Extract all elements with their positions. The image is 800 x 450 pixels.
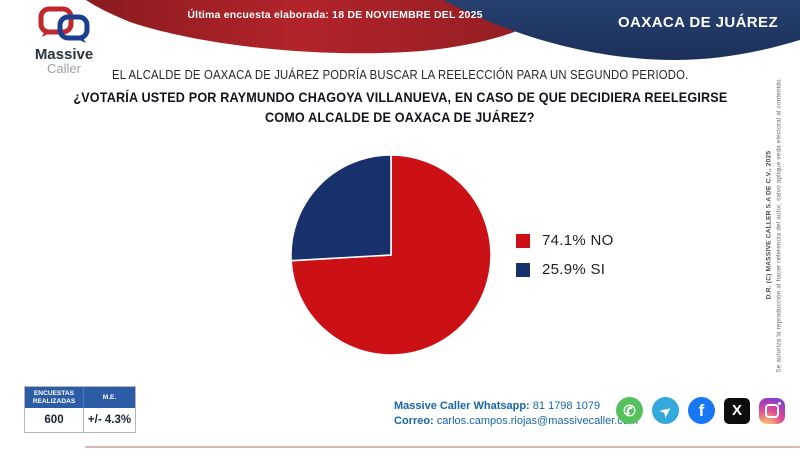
logo-text-caller: Caller — [47, 61, 81, 76]
sample-stats-table: ENCUESTAS REALIZADAS M.E. 600 +/- 4.3% — [24, 386, 136, 433]
x-twitter-icon[interactable]: X — [724, 397, 750, 424]
question-block: EL ALCALDE DE OAXACA DE JUÁREZ PODRÍA BU… — [0, 66, 800, 127]
pie-chart — [290, 154, 492, 356]
contact-whatsapp-line: Massive Caller Whatsapp: 81 1798 1079 — [394, 399, 638, 414]
legend-swatch-no — [516, 233, 530, 248]
copyright-disclaimer: Se autoriza la reproducción al hacer ref… — [775, 77, 783, 373]
red-swoosh-shape — [86, 0, 556, 54]
telegram-glyph: ➤ — [656, 401, 675, 421]
legend-label-si: 25.9% SI — [542, 261, 606, 278]
chart-legend: 74.1% NO 25.9% SI — [516, 232, 614, 278]
speech-bubbles-logo-icon — [38, 6, 90, 43]
contact-email-line: Correo: carlos.campos.riojas@massivecall… — [394, 414, 638, 429]
whatsapp-glyph: ✆ — [623, 402, 636, 420]
legend-item-no: 74.1% NO — [516, 232, 614, 249]
legend-item-si: 25.9% SI — [516, 261, 614, 278]
header-ribbon-graphic — [86, 0, 800, 60]
whatsapp-icon[interactable]: ✆ — [616, 397, 643, 424]
question-main-line1: ¿VOTARÍA USTED POR RAYMUNDO CHAGOYA VILL… — [72, 89, 728, 105]
question-main-line2: COMO ALCALDE DE OAXACA DE JUÁREZ? — [265, 109, 535, 125]
x-glyph: X — [731, 402, 742, 419]
telegram-icon[interactable]: ➤ — [652, 397, 679, 424]
stats-table-header-row: ENCUESTAS REALIZADAS M.E. — [25, 387, 135, 408]
copyright-line: D.R. (C) MASSIVE CALLER S.A DE C.V., 202… — [765, 150, 773, 300]
whatsapp-label: Massive Caller Whatsapp: — [394, 400, 530, 412]
bottom-accent-line — [85, 446, 800, 448]
legend-label-no: 74.1% NO — [542, 232, 614, 249]
email-address: carlos.campos.riojas@massivecaller.com — [436, 414, 639, 427]
legend-swatch-si — [516, 262, 530, 277]
social-icons-row: ✆ ➤ f X — [616, 397, 785, 424]
stats-header-me: M.E. — [83, 387, 135, 408]
facebook-icon[interactable]: f — [688, 397, 715, 424]
instagram-icon[interactable] — [759, 397, 785, 424]
whatsapp-number: 81 1798 1079 — [532, 400, 601, 412]
blue-region-shape — [443, 0, 800, 60]
pie-slice-si — [290, 154, 392, 262]
banner-date-text: Última encuesta elaborada: 18 DE NOVIEMB… — [187, 9, 483, 21]
contact-block: Massive Caller Whatsapp: 81 1798 1079 Co… — [394, 399, 638, 428]
region-title: OAXACA DE JUÁREZ — [617, 14, 779, 31]
stats-value-encuestas: 600 — [44, 414, 64, 426]
stats-table-value-row: 600 +/- 4.3% — [25, 408, 135, 432]
stats-value-me: +/- 4.3% — [83, 408, 135, 432]
massive-caller-logo: Massive Caller — [16, 6, 112, 75]
pie-chart-container — [287, 151, 495, 364]
question-intro: EL ALCALDE DE OAXACA DE JUÁREZ PODRÍA BU… — [111, 67, 689, 82]
stats-header-encuestas: ENCUESTAS REALIZADAS — [32, 390, 76, 405]
email-label: Correo: — [394, 414, 434, 427]
logo-text-massive: Massive — [34, 46, 94, 63]
facebook-glyph: f — [698, 400, 705, 420]
